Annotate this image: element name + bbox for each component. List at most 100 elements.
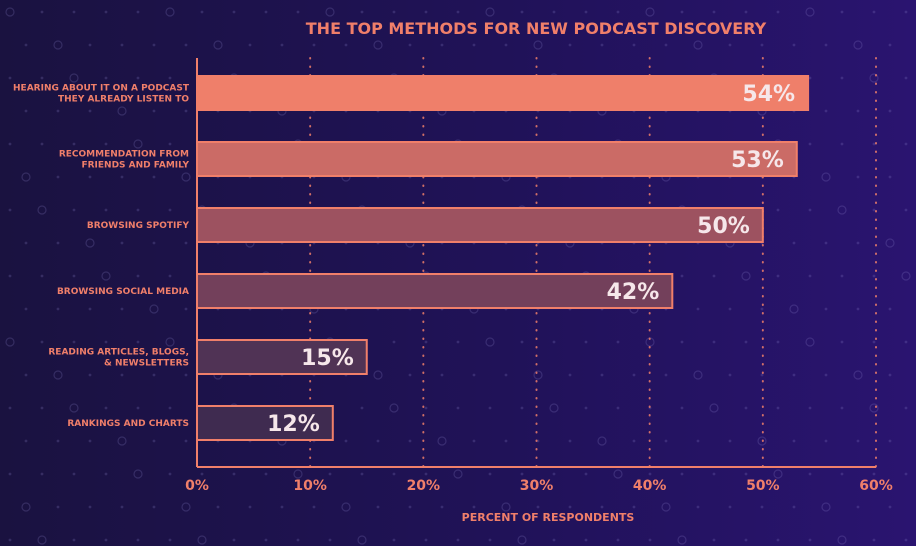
bg-dot: [808, 142, 812, 146]
bg-dot: [200, 10, 204, 14]
bg-dot: [184, 307, 188, 311]
bg-dot: [456, 406, 460, 410]
bg-ring: [181, 172, 191, 182]
bg-dot: [856, 505, 860, 509]
bg-dot: [360, 406, 364, 410]
category-labels: HEARING ABOUT IT ON A PODCAST THEY ALREAD…: [13, 84, 190, 430]
bg-dot: [712, 340, 716, 344]
bg-ring: [69, 73, 79, 83]
value-label: 54%: [742, 82, 795, 107]
bg-dot: [616, 538, 620, 542]
bg-dot: [8, 538, 12, 542]
bg-dot: [728, 307, 732, 311]
bg-dot: [168, 208, 172, 212]
bg-dot: [392, 472, 396, 476]
bg-dot: [824, 43, 828, 47]
bg-dot: [664, 43, 668, 47]
bg-dot: [24, 373, 28, 377]
bg-ring: [789, 304, 799, 314]
bg-dot: [824, 109, 828, 113]
bg-ring: [853, 40, 863, 50]
bg-dot: [648, 472, 652, 476]
bg-ring: [485, 7, 495, 17]
bg-dot: [40, 142, 44, 146]
bg-dot: [904, 76, 908, 80]
bg-ring: [133, 139, 143, 149]
bg-ring: [517, 535, 527, 545]
bg-dot: [904, 142, 908, 146]
x-tick-label: 0%: [185, 478, 209, 494]
bg-dot: [504, 373, 508, 377]
bg-dot: [216, 505, 220, 509]
bg-dot: [488, 406, 492, 410]
bg-dot: [520, 340, 524, 344]
bg-dot: [552, 538, 556, 542]
bg-dot: [328, 472, 332, 476]
bg-dot: [488, 538, 492, 542]
bg-dot: [584, 538, 588, 542]
bg-ring: [821, 172, 831, 182]
bar: [196, 75, 810, 111]
bg-dot: [840, 472, 844, 476]
bg-dot: [312, 505, 316, 509]
bg-dot: [712, 472, 716, 476]
bg-dot: [664, 373, 668, 377]
bg-dot: [776, 274, 780, 278]
bg-dot: [104, 10, 108, 14]
bg-dot: [680, 340, 684, 344]
bg-dot: [24, 109, 28, 113]
bg-dot: [648, 538, 652, 542]
value-label: 50%: [697, 214, 750, 239]
bg-dot: [888, 439, 892, 443]
bg-dot: [728, 43, 732, 47]
bg-dot: [56, 241, 60, 245]
bg-dot: [168, 472, 172, 476]
bg-ring: [805, 337, 815, 347]
bg-dot: [856, 109, 860, 113]
bg-dot: [824, 439, 828, 443]
bg-dot: [24, 43, 28, 47]
bg-ring: [37, 205, 47, 215]
bg-ring: [741, 271, 751, 281]
bg-dot: [856, 307, 860, 311]
bg-ring: [437, 436, 447, 446]
bg-dot: [56, 175, 60, 179]
bg-dot: [168, 538, 172, 542]
bg-dot: [808, 538, 812, 542]
bg-dot: [504, 439, 508, 443]
bg-ring: [709, 403, 719, 413]
bg-dot: [728, 505, 732, 509]
bg-ring: [197, 535, 207, 545]
bg-dot: [904, 10, 908, 14]
bg-dot: [536, 505, 540, 509]
value-label: 12%: [267, 412, 320, 437]
bg-ring: [901, 271, 911, 281]
bg-dot: [376, 505, 380, 509]
bg-dot: [696, 439, 700, 443]
bg-ring: [5, 337, 15, 347]
bg-dot: [56, 109, 60, 113]
bg-dot: [600, 373, 604, 377]
bg-dot: [280, 43, 284, 47]
bg-dot: [776, 340, 780, 344]
bg-dot: [792, 373, 796, 377]
bg-dot: [344, 43, 348, 47]
bg-dot: [584, 10, 588, 14]
bg-dot: [520, 406, 524, 410]
bg-dot: [856, 241, 860, 245]
bg-dot: [88, 373, 92, 377]
bg-dot: [744, 472, 748, 476]
bg-ring: [645, 7, 655, 17]
bg-dot: [872, 10, 876, 14]
bg-dot: [568, 43, 572, 47]
bg-dot: [808, 274, 812, 278]
bg-ring: [821, 502, 831, 512]
bg-dot: [88, 109, 92, 113]
bg-dot: [56, 307, 60, 311]
bg-dot: [8, 142, 12, 146]
bg-ring: [885, 238, 895, 248]
bg-dot: [840, 406, 844, 410]
bg-dot: [136, 538, 140, 542]
bg-dot: [120, 307, 124, 311]
bg-ring: [773, 469, 783, 479]
